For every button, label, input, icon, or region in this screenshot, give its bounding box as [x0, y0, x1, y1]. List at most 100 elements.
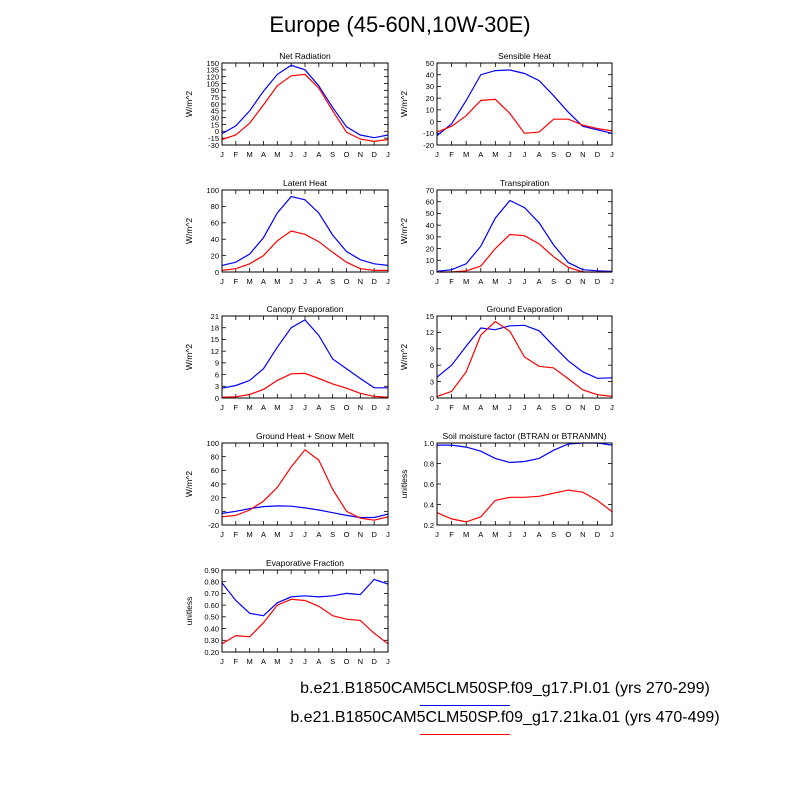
x-tick-label: J [289, 277, 293, 286]
legend-line-2 [420, 734, 510, 735]
y-tick-label: 80 [211, 452, 219, 461]
x-tick-label: F [234, 277, 239, 286]
plot-frame [221, 62, 389, 146]
x-tick-label: J [523, 530, 527, 539]
y-tick-label: 0 [215, 127, 219, 136]
y-tick-label: 30 [426, 82, 434, 91]
x-tick-label: N [358, 530, 363, 539]
x-tick-label: O [344, 657, 350, 666]
y-tick-label: 18 [211, 324, 219, 333]
y-axis-label: W/m^2 [399, 91, 409, 117]
x-tick-label: J [220, 530, 224, 539]
x-tick-label: F [234, 403, 239, 412]
x-tick-label: A [261, 403, 266, 412]
x-tick-label: J [220, 403, 224, 412]
y-tick-label: 12 [211, 347, 219, 356]
x-tick-label: D [371, 403, 377, 412]
x-tick-label: M [247, 150, 253, 159]
y-tick-label: 20 [211, 251, 219, 260]
x-tick-label: J [220, 150, 224, 159]
x-tick-label: M [274, 150, 280, 159]
chart-soil-moisture-factor: Soil moisture factor (BTRAN or BTRANMN) u… [399, 431, 614, 539]
x-tick-label: M [247, 657, 253, 666]
x-tick-label: S [330, 277, 335, 286]
series-line-21ka.01 [436, 489, 613, 523]
y-tick-label: 100 [206, 186, 219, 195]
plot-frame [436, 315, 613, 399]
y-tick-label: 0.70 [204, 589, 219, 598]
x-tick-label: J [289, 150, 293, 159]
x-tick-label: S [551, 530, 556, 539]
series-line-21ka.01 [221, 448, 389, 521]
y-tick-label: 90 [211, 86, 219, 95]
x-tick-label: S [551, 277, 556, 286]
x-tick-label: A [478, 403, 483, 412]
x-tick-label: M [274, 657, 280, 666]
y-tick-label: 0.90 [204, 566, 219, 575]
y-axis-label: W/m^2 [399, 218, 409, 244]
series-line-21ka.01 [436, 98, 613, 134]
series-line-PI.01 [221, 505, 389, 519]
x-tick-label: J [386, 150, 390, 159]
x-tick-label: A [316, 277, 321, 286]
x-tick-label: D [371, 150, 377, 159]
x-tick-label: J [523, 277, 527, 286]
y-tick-label: 0.6 [424, 480, 434, 489]
x-tick-label: A [316, 657, 321, 666]
legend-line-1 [420, 705, 510, 706]
y-axis-label: unitless [184, 597, 194, 626]
x-tick-label: J [610, 277, 614, 286]
y-tick-label: 12 [426, 328, 434, 337]
x-tick-label: D [595, 277, 601, 286]
y-tick-label: 60 [211, 100, 219, 109]
x-tick-label: O [344, 150, 350, 159]
y-tick-label: 50 [426, 59, 434, 68]
x-tick-label: J [435, 277, 439, 286]
x-tick-label: A [261, 657, 266, 666]
y-tick-label: 1.0 [424, 439, 434, 448]
x-tick-label: J [303, 277, 307, 286]
x-tick-label: M [492, 277, 498, 286]
x-tick-label: A [316, 530, 321, 539]
y-tick-label: 70 [426, 186, 434, 195]
chart-title: Latent Heat [283, 178, 328, 188]
x-tick-label: J [610, 150, 614, 159]
y-tick-label: 30 [211, 113, 219, 122]
x-tick-label: O [565, 530, 571, 539]
y-tick-label: 0.4 [424, 500, 434, 509]
x-tick-label: J [220, 657, 224, 666]
chart-title: Sensible Heat [498, 51, 552, 61]
x-tick-label: A [316, 150, 321, 159]
y-tick-label: 100 [206, 439, 219, 448]
x-tick-label: M [463, 150, 469, 159]
x-tick-label: M [247, 277, 253, 286]
x-tick-label: D [595, 403, 601, 412]
chart-title: Soil moisture factor (BTRAN or BTRANMN) [443, 431, 607, 441]
x-tick-label: A [261, 150, 266, 159]
series-line-PI.01 [221, 319, 388, 389]
x-tick-label: J [386, 530, 390, 539]
x-tick-label: J [386, 403, 390, 412]
x-tick-label: N [358, 403, 363, 412]
y-tick-label: 0 [430, 394, 434, 403]
x-tick-label: N [358, 150, 363, 159]
x-tick-label: A [478, 277, 483, 286]
x-tick-label: M [274, 403, 280, 412]
series-line-PI.01 [436, 324, 613, 379]
x-tick-label: J [610, 403, 614, 412]
x-tick-label: S [551, 150, 556, 159]
y-tick-label: 6 [430, 361, 434, 370]
y-tick-label: 0.60 [204, 601, 219, 610]
x-tick-label: M [492, 150, 498, 159]
x-tick-label: A [478, 530, 483, 539]
chart-title: Net Radiation [279, 51, 331, 61]
series-line-PI.01 [436, 69, 613, 137]
y-tick-label: 0 [215, 507, 219, 516]
x-tick-label: J [289, 657, 293, 666]
y-tick-label: 105 [206, 79, 219, 88]
y-tick-label: 15 [426, 312, 434, 321]
